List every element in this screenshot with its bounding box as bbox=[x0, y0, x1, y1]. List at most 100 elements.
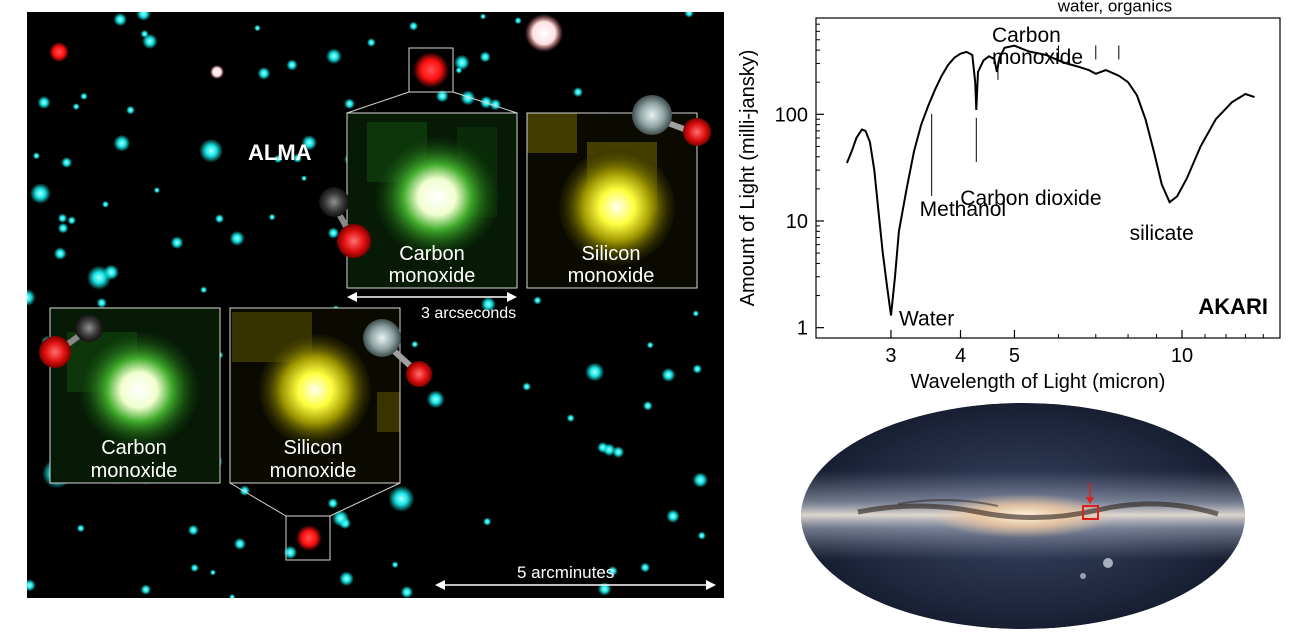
target-arrow-icon bbox=[1086, 483, 1094, 504]
svg-text:Silicon: Silicon bbox=[284, 437, 343, 459]
inset-co-top: Carbon monoxide bbox=[346, 112, 518, 289]
co-molecule-icon-2 bbox=[39, 314, 103, 368]
star bbox=[80, 92, 88, 101]
star bbox=[326, 48, 342, 65]
star bbox=[480, 13, 487, 20]
sio-molecule-icon bbox=[632, 95, 711, 146]
star bbox=[483, 517, 492, 526]
star bbox=[661, 367, 676, 382]
alma-image-panel: ALMA Carbon monoxide Silicon monoxide bbox=[27, 12, 724, 598]
source-top bbox=[413, 52, 449, 88]
star bbox=[170, 236, 184, 250]
star bbox=[480, 296, 496, 312]
star bbox=[286, 59, 298, 71]
star bbox=[61, 157, 73, 168]
star bbox=[388, 485, 415, 512]
annotation-label: silicate bbox=[1130, 222, 1194, 245]
star bbox=[522, 382, 531, 391]
star bbox=[273, 154, 283, 164]
star bbox=[233, 537, 246, 550]
star bbox=[366, 38, 376, 47]
y-tick-label: 100 bbox=[775, 104, 808, 126]
y-tick-label: 1 bbox=[797, 318, 808, 340]
star bbox=[126, 105, 135, 115]
star bbox=[479, 95, 493, 109]
spectrum-line bbox=[845, 44, 1255, 316]
star bbox=[692, 310, 699, 317]
alma-label: ALMA bbox=[248, 140, 312, 165]
source-box-top bbox=[408, 47, 454, 93]
star bbox=[292, 153, 303, 163]
star bbox=[57, 222, 69, 234]
star bbox=[210, 65, 224, 79]
star bbox=[332, 510, 349, 527]
star bbox=[400, 585, 414, 598]
star bbox=[585, 362, 605, 382]
annotation-label: Carbon dioxide bbox=[960, 187, 1101, 210]
svg-text:3 arcseconds: 3 arcseconds bbox=[421, 305, 516, 322]
star bbox=[37, 96, 51, 109]
y-tick-label: 10 bbox=[786, 211, 808, 233]
star bbox=[643, 401, 653, 411]
star bbox=[666, 509, 680, 523]
source-bottom bbox=[296, 525, 322, 551]
inset-sio-top: Silicon monoxide bbox=[526, 112, 698, 289]
star bbox=[72, 103, 80, 111]
star bbox=[199, 138, 224, 163]
star bbox=[140, 584, 151, 595]
star bbox=[268, 213, 276, 221]
annotation-label: Water bbox=[899, 308, 954, 331]
sio-molecule-icon-2 bbox=[363, 319, 432, 387]
star bbox=[684, 12, 694, 18]
star bbox=[86, 265, 112, 290]
star bbox=[327, 227, 340, 239]
star bbox=[533, 296, 542, 305]
x-tick-label: 5 bbox=[1009, 345, 1020, 367]
star bbox=[76, 524, 85, 533]
star bbox=[96, 297, 107, 308]
star bbox=[607, 566, 618, 576]
star bbox=[113, 134, 131, 152]
svg-text:monoxide: monoxide bbox=[91, 460, 178, 482]
co-molecule-icon bbox=[319, 187, 371, 258]
star bbox=[327, 498, 339, 509]
star bbox=[460, 90, 476, 106]
star bbox=[514, 17, 522, 25]
svg-text:monoxide: monoxide bbox=[389, 265, 476, 287]
star bbox=[187, 524, 199, 536]
x-tick-label: 4 bbox=[955, 345, 966, 367]
star bbox=[301, 135, 317, 151]
star bbox=[435, 89, 449, 103]
star bbox=[27, 289, 36, 306]
y-axis-label: Amount of Light (milli-jansky) bbox=[737, 50, 759, 307]
star bbox=[697, 531, 706, 540]
inset-co-bottom: Carbon monoxide bbox=[49, 307, 221, 484]
annotation-label: water, organics bbox=[1057, 0, 1172, 15]
star bbox=[229, 594, 236, 598]
milky-way-sky-map bbox=[801, 403, 1245, 629]
annotation-label: Carbon bbox=[992, 24, 1061, 47]
star bbox=[454, 54, 470, 71]
star bbox=[573, 87, 583, 98]
star bbox=[692, 472, 708, 488]
svg-text:Silicon: Silicon bbox=[582, 243, 641, 265]
star bbox=[102, 200, 109, 208]
star bbox=[136, 12, 151, 21]
red-source bbox=[49, 42, 69, 62]
star bbox=[646, 341, 654, 349]
alma-field-image: ALMA Carbon monoxide Silicon monoxide bbox=[27, 12, 716, 598]
annotation-label: monoxide bbox=[992, 46, 1083, 69]
svg-text:Carbon: Carbon bbox=[399, 243, 465, 265]
star bbox=[566, 414, 575, 423]
star bbox=[153, 187, 160, 194]
star bbox=[57, 213, 68, 223]
x-tick-label: 3 bbox=[885, 345, 896, 367]
star bbox=[190, 563, 199, 573]
star bbox=[113, 12, 127, 27]
svg-text:Carbon: Carbon bbox=[101, 437, 167, 459]
source-box-bottom bbox=[285, 515, 331, 561]
svg-text:monoxide: monoxide bbox=[270, 460, 357, 482]
target-region-marker bbox=[1082, 505, 1099, 520]
x-axis-label: Wavelength of Light (micron) bbox=[911, 371, 1166, 393]
